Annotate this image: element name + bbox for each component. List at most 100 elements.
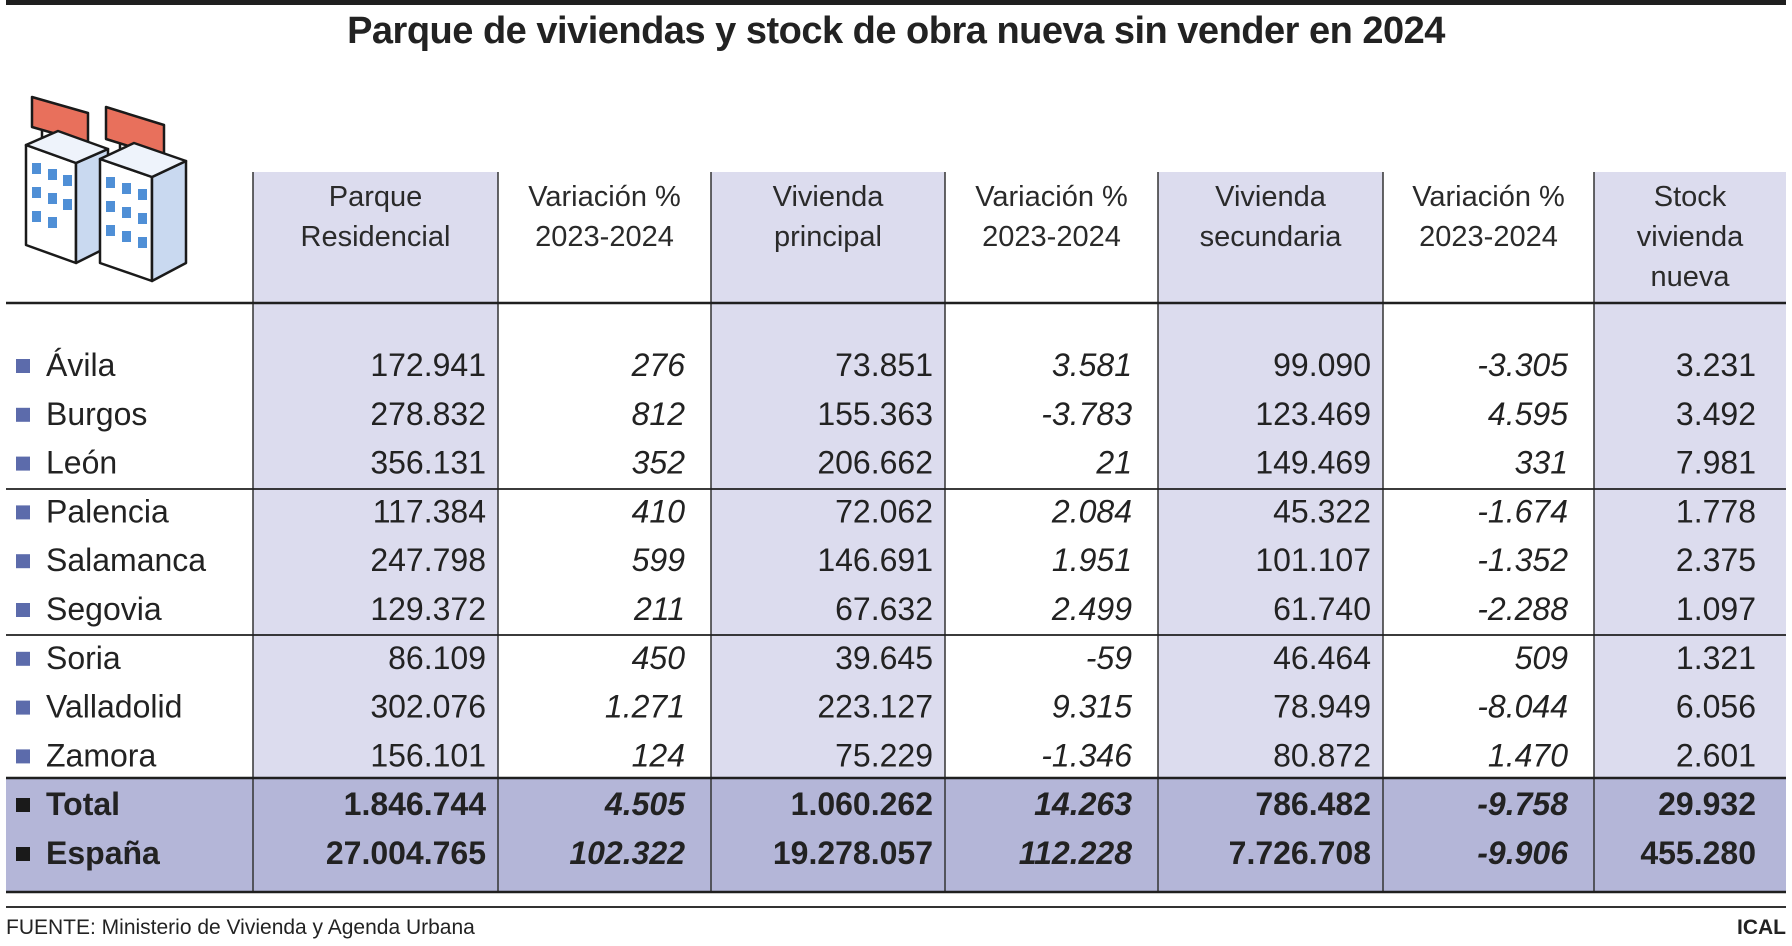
table-row: Segovia 129.372 211 67.632 2.499 61.740 -2.288…: [16, 591, 1756, 627]
chart-title: Parque de viviendas y stock de obra nuev…: [347, 10, 1445, 52]
cell-value: 101.107: [1255, 542, 1371, 578]
cell-value: 6.056: [1676, 689, 1756, 725]
cell-value: 302.076: [370, 689, 486, 725]
cell-value: -3.783: [1041, 396, 1132, 432]
row-label: Soria: [46, 640, 121, 676]
row-label: Total: [46, 786, 120, 822]
row-label: Ávila: [46, 347, 116, 383]
cell-value: -1.352: [1477, 542, 1568, 578]
cell-value: -9.758: [1477, 786, 1568, 822]
cell-value: 276: [631, 347, 686, 383]
cell-value: 2.601: [1676, 737, 1756, 773]
cell-value: 73.851: [835, 347, 933, 383]
apartment-buildings-icon: [24, 95, 188, 283]
column-header: Vivienda: [773, 181, 885, 213]
row-bullet: [16, 407, 30, 422]
row-label: España: [46, 835, 160, 871]
row-bullet: [16, 554, 30, 569]
cell-value: 1.321: [1676, 640, 1756, 676]
row-label: Salamanca: [46, 542, 206, 578]
column-header: Vivienda: [1215, 181, 1327, 213]
table-row: Zamora 156.101 124 75.229 -1.346 80.872 1.470 2…: [16, 737, 1756, 773]
cell-value: -8.044: [1477, 689, 1568, 725]
cell-value: -2.288: [1477, 591, 1568, 627]
column-header: Parque: [329, 181, 423, 213]
column-header: Variación %: [528, 181, 681, 213]
row-bullet: [16, 798, 30, 812]
cell-value: 99.090: [1273, 347, 1371, 383]
row-label: Palencia: [46, 493, 169, 529]
row-bullet: [16, 651, 30, 666]
cell-value: 450: [632, 640, 686, 676]
column-header: nueva: [1650, 261, 1730, 293]
column-header: 2023-2024: [535, 221, 674, 253]
column-header: secundaria: [1200, 221, 1343, 253]
row-bullet: [16, 603, 30, 617]
cell-value: 812: [632, 396, 686, 432]
cell-value: 1.470: [1488, 737, 1568, 773]
cell-value: 78.949: [1273, 689, 1371, 725]
table-row: Soria 86.109 450 39.645 -59 46.464 509 1.321: [16, 640, 1756, 676]
row-label: Zamora: [46, 737, 156, 773]
cell-value: 149.469: [1255, 445, 1371, 481]
cell-value: 9.315: [1052, 689, 1132, 725]
cell-value: 19.278.057: [773, 835, 933, 871]
cell-value: 599: [632, 542, 686, 578]
cell-value: 223.127: [817, 689, 933, 725]
cell-value: 86.109: [388, 640, 486, 676]
cell-value: 3.231: [1676, 347, 1756, 383]
column-header: 2023-2024: [982, 221, 1121, 253]
column-header: Residencial: [301, 221, 451, 253]
row-label: Valladolid: [46, 689, 182, 725]
cell-value: 80.872: [1273, 737, 1371, 773]
cell-value: 123.469: [1255, 396, 1371, 432]
row-bullet: [16, 749, 30, 764]
cell-value: 352: [632, 445, 686, 481]
column-header: Variación %: [975, 181, 1128, 213]
cell-value: 509: [1515, 640, 1569, 676]
table-row: Ávila 172.941 276 73.851 3.581 99.090 -3.305 3.…: [16, 347, 1756, 383]
table-row: Burgos 278.832 812 155.363 -3.783 123.469 4.59…: [16, 396, 1756, 432]
cell-value: 27.004.765: [326, 835, 486, 871]
row-bullet: [16, 359, 30, 373]
cell-value: 1.271: [605, 689, 685, 725]
cell-value: 455.280: [1640, 835, 1756, 871]
total-row: España 27.004.765 102.322 19.278.057 112.228…: [16, 835, 1756, 871]
cell-value: -9.906: [1477, 835, 1568, 871]
cell-value: 155.363: [817, 396, 933, 432]
cell-value: 45.322: [1273, 493, 1371, 529]
row-bullet: [16, 456, 30, 471]
cell-value: 278.832: [370, 396, 486, 432]
cell-value: -1.674: [1477, 493, 1568, 529]
cell-value: 67.632: [835, 591, 933, 627]
cell-value: 72.062: [835, 493, 933, 529]
cell-value: 1.778: [1676, 493, 1756, 529]
cell-value: 2.499: [1051, 591, 1132, 627]
top-rule: [6, 0, 1786, 5]
column-header: 2023-2024: [1419, 221, 1558, 253]
cell-value: 3.581: [1052, 347, 1132, 383]
cell-value: -1.346: [1041, 737, 1132, 773]
cell-value: 117.384: [373, 493, 486, 529]
cell-value: 2.375: [1676, 542, 1756, 578]
cell-value: 75.229: [835, 737, 933, 773]
table-row: Salamanca 247.798 599 146.691 1.951 101.107 -1…: [16, 542, 1756, 578]
cell-value: -59: [1086, 640, 1132, 676]
cell-value: 14.263: [1034, 786, 1132, 822]
cell-value: 129.372: [370, 591, 486, 627]
cell-value: 3.492: [1676, 396, 1756, 432]
cell-value: 211: [633, 591, 685, 627]
row-bullet: [16, 505, 30, 520]
cell-value: 2.084: [1051, 493, 1132, 529]
cell-value: 29.932: [1658, 786, 1756, 822]
shaded-column: [1594, 172, 1786, 778]
credit-label: ICAL: [1737, 916, 1786, 939]
cell-value: 4.595: [1488, 396, 1568, 432]
cell-value: -3.305: [1477, 347, 1568, 383]
cell-value: 1.097: [1676, 591, 1756, 627]
total-row: Total 1.846.744 4.505 1.060.262 14.263 786.48…: [16, 786, 1756, 822]
cell-value: 786.482: [1255, 786, 1371, 822]
shaded-column: [253, 172, 498, 778]
cell-value: 7.726.708: [1229, 835, 1371, 871]
